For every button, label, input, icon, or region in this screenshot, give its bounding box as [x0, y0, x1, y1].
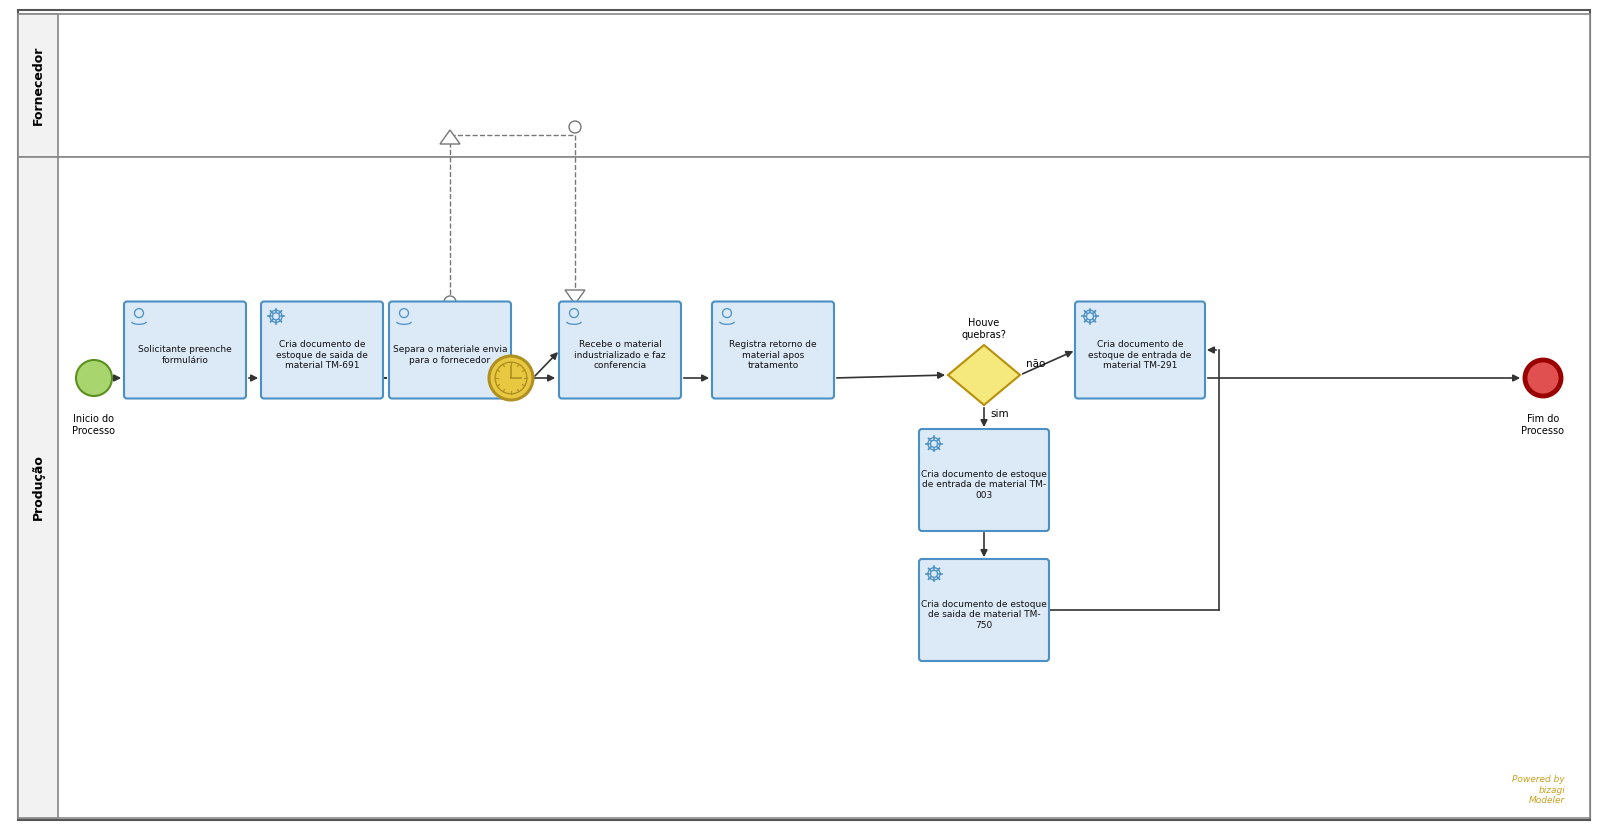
Text: Cria documento de estoque
de entrada de material TM-
003: Cria documento de estoque de entrada de … [921, 470, 1046, 500]
Polygon shape [440, 130, 459, 144]
FancyBboxPatch shape [918, 429, 1048, 531]
Bar [18, 157, 1589, 818]
FancyBboxPatch shape [918, 559, 1048, 661]
FancyBboxPatch shape [559, 301, 681, 398]
Text: não: não [1026, 359, 1045, 369]
Circle shape [1525, 360, 1560, 396]
Text: Cria documento de
estoque de entrada de
material TM-291: Cria documento de estoque de entrada de … [1088, 340, 1191, 370]
Circle shape [443, 296, 456, 308]
Text: Cria documento de estoque
de saida de material TM-
750: Cria documento de estoque de saida de ma… [921, 600, 1046, 630]
Text: Powered by
bizagi
Modeler: Powered by bizagi Modeler [1512, 775, 1563, 805]
Polygon shape [565, 290, 584, 304]
FancyBboxPatch shape [124, 301, 246, 398]
Polygon shape [947, 345, 1019, 405]
Circle shape [494, 362, 526, 394]
Text: sim: sim [989, 409, 1008, 419]
FancyBboxPatch shape [262, 301, 382, 398]
Circle shape [488, 356, 533, 400]
Bar [18, 14, 58, 157]
Text: Registra retorno de
material apos
tratamento: Registra retorno de material apos tratam… [729, 340, 817, 370]
Text: Fornecedor: Fornecedor [32, 46, 45, 125]
Circle shape [75, 360, 112, 396]
FancyBboxPatch shape [388, 301, 510, 398]
FancyBboxPatch shape [1074, 301, 1204, 398]
Bar [18, 157, 58, 818]
Circle shape [568, 121, 581, 133]
Text: Solicitante preenche
formulário: Solicitante preenche formulário [138, 346, 231, 365]
Text: Produção: Produção [32, 454, 45, 520]
Text: Inicio do
Processo: Inicio do Processo [72, 414, 116, 436]
Text: Fim do
Processo: Fim do Processo [1520, 414, 1563, 436]
Text: Houve
quebras?: Houve quebras? [961, 318, 1006, 340]
Text: Cria documento de
estoque de saida de
material TM-691: Cria documento de estoque de saida de ma… [276, 340, 368, 370]
FancyBboxPatch shape [711, 301, 833, 398]
Text: Separa o materiale envia
para o fornecedor: Separa o materiale envia para o forneced… [393, 346, 507, 365]
Text: Recebe o material
industrializado e faz
conferencia: Recebe o material industrializado e faz … [575, 340, 666, 370]
Bar [18, 14, 1589, 157]
